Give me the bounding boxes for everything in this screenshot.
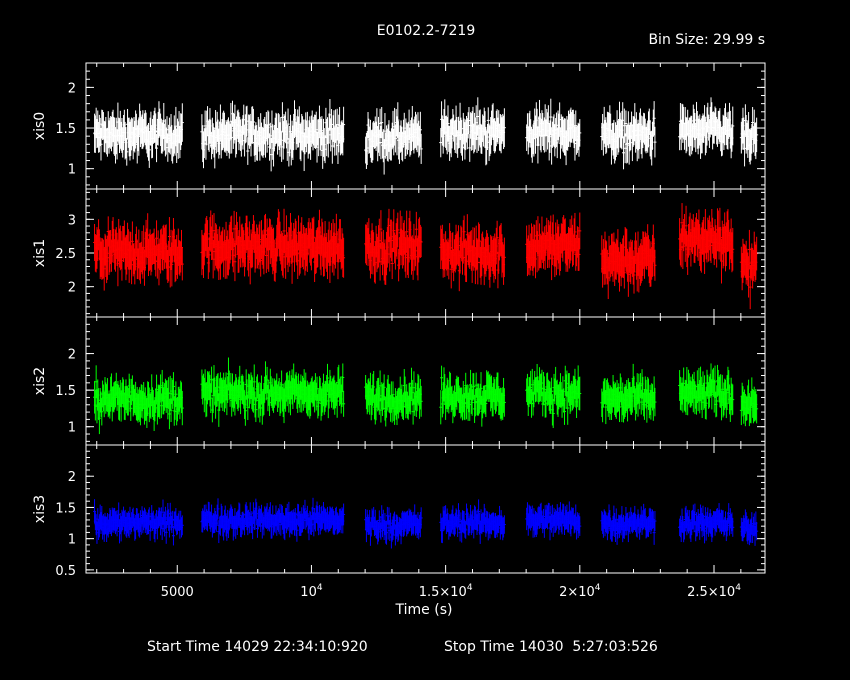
y-tick-label: 2 xyxy=(68,81,76,96)
panel-frame xyxy=(85,188,766,318)
y-tick-label: 1.5 xyxy=(55,384,76,399)
series-xis0 xyxy=(93,97,759,175)
series-xis1 xyxy=(93,203,759,310)
panel-frame xyxy=(85,62,766,190)
y-tick-label: 1 xyxy=(68,421,76,436)
bin-size-label: Bin Size: 29.99 s xyxy=(648,32,765,48)
y-tick-label: 1 xyxy=(68,163,76,178)
y-tick-label: 2.5 xyxy=(55,247,76,262)
y-axis-label-xis1: xis1 xyxy=(32,239,48,267)
y-tick-label: 3 xyxy=(68,213,76,228)
series-xis3 xyxy=(93,497,759,549)
y-tick-label: 1.5 xyxy=(55,122,76,137)
panel-xis1: 2 2.5 3 xis1 xyxy=(32,188,766,318)
panel-frame xyxy=(85,316,766,446)
series-xis2 xyxy=(93,357,759,435)
panel-xis0: 1 1.5 2 xis0 xyxy=(32,62,766,190)
y-axis-label-xis0: xis0 xyxy=(32,112,48,140)
chart-title: E0102.2-7219 xyxy=(377,23,476,39)
y-tick-label: 2 xyxy=(68,348,76,363)
y-axis-label-xis2: xis2 xyxy=(32,367,48,395)
panel-xis2: 1 1.5 2 xis2 xyxy=(32,316,766,446)
y-tick-label: 2 xyxy=(68,281,76,296)
